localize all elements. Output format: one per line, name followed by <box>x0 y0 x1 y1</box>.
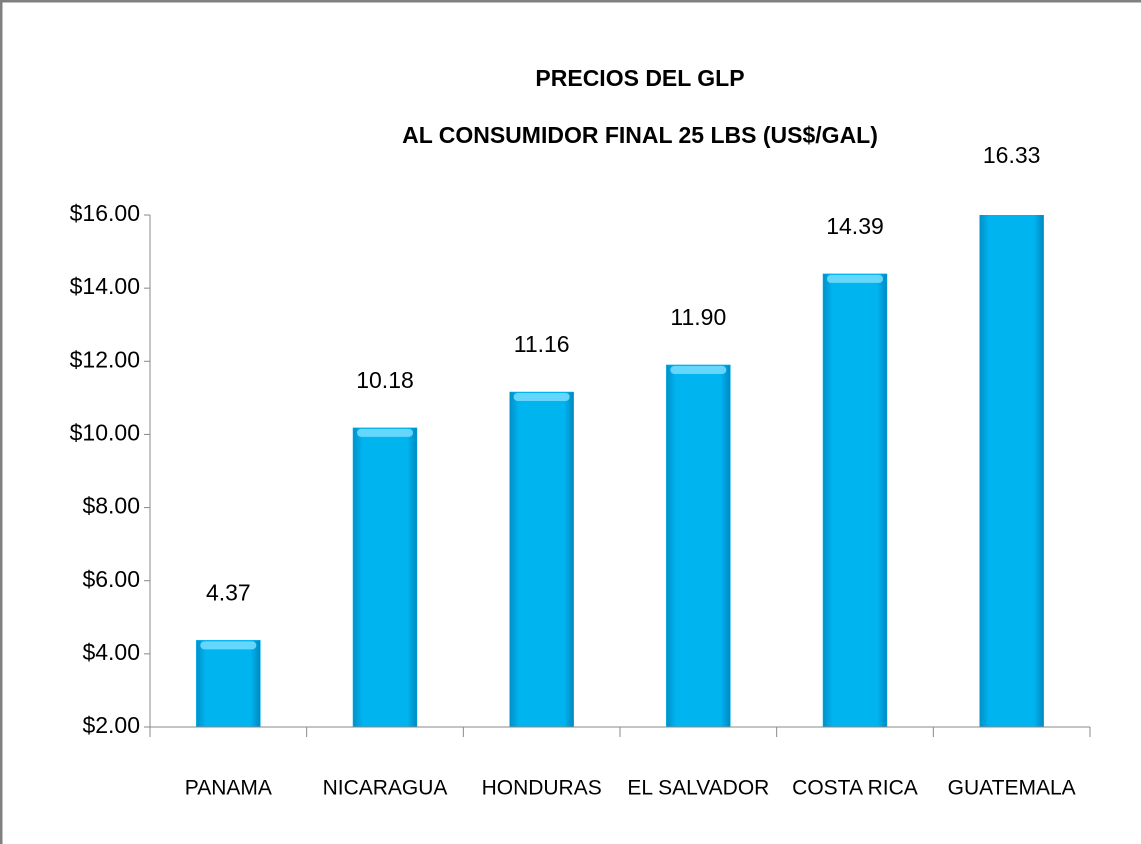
bar <box>979 215 1044 727</box>
bar <box>196 640 261 727</box>
y-tick-label: $14.00 <box>70 273 140 299</box>
bar <box>666 364 731 727</box>
x-tick-label: EL SALVADOR <box>627 777 769 800</box>
y-tick-label: $16.00 <box>70 200 140 226</box>
data-label: 14.39 <box>826 213 884 239</box>
data-label: 11.16 <box>514 331 570 357</box>
bar <box>509 391 574 727</box>
bar-cap <box>357 428 413 437</box>
x-tick-label: GUATEMALA <box>948 777 1076 800</box>
bar-cap <box>827 274 883 283</box>
bar-cap <box>200 641 257 650</box>
y-tick-label: $8.00 <box>82 493 140 519</box>
chart-title: PRECIOS DEL GLP <box>535 65 744 91</box>
chart-subtitle: AL CONSUMIDOR FINAL 25 LBS (US$/GAL) <box>402 122 878 148</box>
bar-cap <box>513 393 570 402</box>
plot-area <box>196 204 1044 727</box>
bar <box>822 273 888 727</box>
y-tick-label: $4.00 <box>82 639 140 665</box>
y-tick-label: $2.00 <box>82 712 140 738</box>
bar-cap <box>984 204 1040 212</box>
bar-cap <box>670 365 727 374</box>
x-tick-label: NICARAGUA <box>323 777 448 800</box>
y-tick-label: $10.00 <box>70 420 140 446</box>
data-label: 10.18 <box>356 367 414 393</box>
data-label: 4.37 <box>206 579 251 605</box>
data-label: 11.90 <box>670 304 726 330</box>
bar <box>352 427 418 727</box>
data-label: 16.33 <box>983 142 1041 168</box>
x-tick-label: HONDURAS <box>482 777 602 800</box>
y-tick-label: $12.00 <box>70 346 140 372</box>
x-tick-label: COSTA RICA <box>792 777 918 800</box>
x-tick-label: PANAMA <box>185 777 272 800</box>
y-tick-label: $6.00 <box>82 566 140 592</box>
